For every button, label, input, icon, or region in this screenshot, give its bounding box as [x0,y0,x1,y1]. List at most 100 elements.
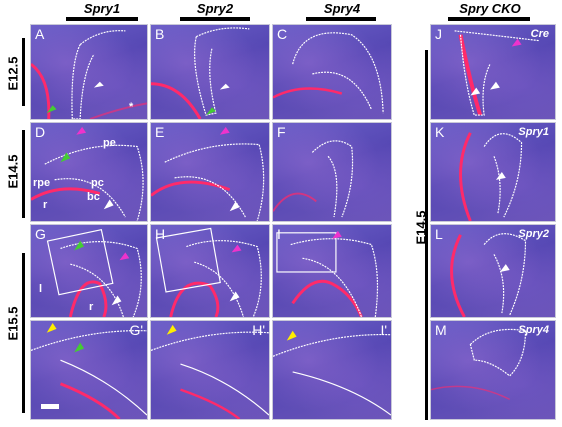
panel-g-prime-drawing [31,322,147,419]
panel-label-m: M [435,322,447,338]
genotype-label-j: Cre [530,28,549,40]
annotation-asterisk: * [129,101,134,113]
row-label-e14-5: E14.5 [5,154,21,189]
panel-g-drawing [46,228,142,317]
column-bar-spry2 [180,17,250,21]
panel-label-j: J [435,26,442,42]
panel-label-d: D [35,124,46,140]
arrow-green-icon [206,107,216,116]
arrow-magenta-icon [219,126,230,135]
panel-g: G l r [30,224,148,318]
panel-g-prime: G' [30,320,148,420]
panel-label-l: L [435,226,443,242]
panel-f: F [272,122,392,222]
panel-l-drawing [450,233,527,317]
arrow-white-icon [229,201,240,212]
column-header-spry4: Spry4 [323,1,361,16]
panel-h-prime: H' [150,320,270,420]
panel-i: I [272,224,392,318]
panel-k: K Spry1 [430,122,556,222]
panel-b-drawing [151,27,250,119]
annotation-r: r [43,199,48,211]
panel-label-h: H [155,226,166,242]
panel-a-drawing [31,30,147,119]
annotation-pc: pc [91,177,104,189]
column-header-spry1: Spry1 [83,1,121,16]
panel-label-c: C [277,26,288,42]
panel-label-h-prime: H' [252,322,265,338]
arrow-white-icon [495,172,506,180]
panel-label-b: B [155,26,165,42]
annotation-pe: pe [103,137,116,149]
panel-i-drawing [276,230,379,317]
arrow-yellow-icon [166,324,177,335]
panel-label-k: K [435,124,445,140]
arrow-magenta-icon [332,230,342,239]
arrow-white-icon [229,291,240,302]
arrow-white-icon [470,87,481,96]
annotation-bc: bc [87,191,100,203]
panel-m: M Spry4 [430,320,556,420]
panel-c-drawing [273,32,384,114]
panel-h-drawing [155,227,262,317]
row-bar-e14-5 [22,130,25,218]
panel-label-i-prime: I' [380,322,387,338]
scale-bar [41,404,59,409]
arrow-white-icon [103,199,114,210]
panel-label-i: I [277,226,281,242]
panel-label-a: A [35,26,45,42]
arrow-green-icon [74,342,85,353]
arrow-green-icon [74,240,85,251]
arrow-magenta-icon [76,126,87,135]
genotype-label-k: Spry1 [518,126,549,138]
arrow-white-icon [111,295,122,306]
panel-f-drawing [273,140,354,218]
column-bar-spry-cko [448,17,530,21]
panel-l: L Spry2 [430,224,556,318]
arrow-white-icon [499,264,510,272]
arrow-green-icon [46,105,57,114]
panel-a: A * [30,24,148,120]
row-bar-e15-5 [22,253,25,413]
arrow-white-icon [490,81,500,90]
arrow-yellow-icon [286,330,297,341]
annotation-r-g: r [89,301,94,313]
panel-j: J Cre [430,24,556,120]
row-bar-cko-e14-5 [425,50,428,420]
panel-i-prime-drawing [273,330,391,416]
panel-i-prime: I' [272,320,392,420]
panel-h-prime-drawing [151,324,269,419]
panel-d-drawing [31,126,144,221]
panel-m-drawing [431,328,527,401]
panel-e-drawing [151,126,265,221]
arrow-green-icon [60,152,71,163]
panel-h: H [150,224,270,318]
arrow-white-icon [219,83,230,90]
column-header-spry2: Spry2 [196,1,234,16]
annotation-l: l [39,283,43,295]
panel-j-drawing [454,30,540,116]
arrow-magenta-icon [231,244,242,253]
panel-d: D pe rpe pc bc r [30,122,148,222]
arrow-white-icon [93,81,104,88]
row-label-e15-5: E15.5 [5,306,21,341]
genotype-label-m: Spry4 [518,324,549,336]
panel-b: B [150,24,270,120]
annotation-rpe: rpe [33,177,51,189]
panel-label-e: E [155,124,165,140]
column-bar-spry1 [66,17,138,21]
panel-c: C [272,24,392,120]
panel-e: E [150,122,270,222]
row-bar-e12-5 [22,38,25,106]
column-bar-spry4 [306,17,376,21]
panel-label-g-prime: G' [129,322,143,338]
arrow-magenta-icon [511,38,522,47]
row-label-e12-5: E12.5 [5,56,21,91]
column-header-spry-cko: Spry CKO [459,1,521,16]
panel-k-drawing [459,132,523,221]
panel-label-g: G [35,226,46,242]
genotype-label-l: Spry2 [518,228,549,240]
arrow-yellow-icon [46,322,57,333]
arrow-magenta-icon [119,252,130,261]
